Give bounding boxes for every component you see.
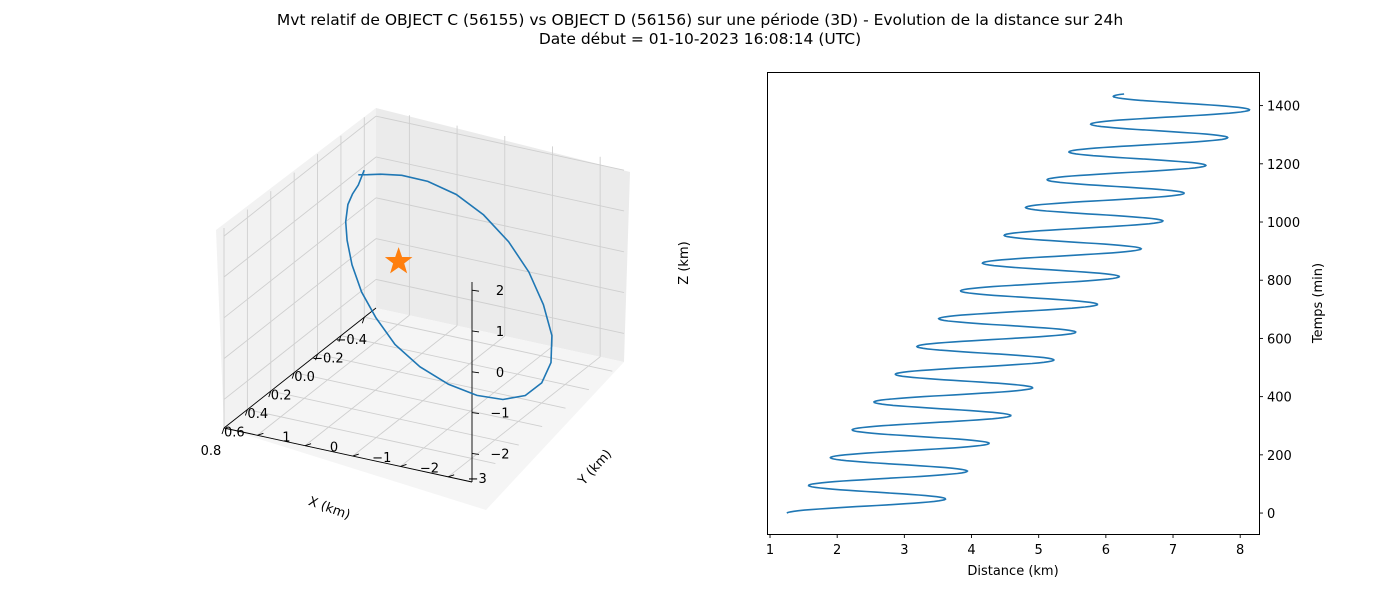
grid-line	[294, 372, 543, 428]
z-tick-label: −2	[490, 447, 509, 462]
y-tick-label-2d: 1400	[1267, 100, 1300, 115]
grid-line	[375, 156, 625, 212]
z-axis-label: Z (km)	[677, 241, 692, 284]
star-marker	[384, 247, 413, 274]
plot3d-panes	[216, 108, 630, 510]
grid-line	[400, 346, 553, 467]
y-axis-line	[223, 427, 473, 483]
figure-title: Mvt relatif de OBJECT C (56155) vs OBJEC…	[277, 11, 1123, 29]
x-tick-label-2d: 5	[1035, 543, 1043, 558]
x-ticks-2d: 1 2 3 4 5 6 7 8	[766, 534, 1244, 558]
series-3d-line	[344, 169, 553, 401]
x-tick-mark	[244, 409, 248, 416]
y-tick-label-2d: 800	[1267, 274, 1292, 289]
x-tick-mark	[361, 317, 365, 324]
y-tick-label: −3	[468, 472, 487, 487]
z-tick-mark	[471, 412, 480, 415]
x-tick-label-2d: 6	[1102, 543, 1110, 558]
y-tick-mark	[352, 453, 359, 457]
x-tick-label-2d: 8	[1236, 543, 1244, 558]
grid-line	[317, 353, 566, 409]
grid-line	[223, 115, 377, 237]
x-tick-label: 0.4	[247, 407, 268, 422]
z-tick-mark	[471, 371, 480, 374]
x-ticks: −0.4 −0.2 0.00.20.40.60.8	[201, 317, 367, 459]
grid-line	[375, 115, 625, 171]
y-tick-label: 1	[282, 430, 290, 445]
y-tick-label-2d: 400	[1267, 391, 1292, 406]
x-tick-label: −0.4	[336, 333, 368, 348]
z-tick-mark	[471, 289, 480, 292]
y-ticks: −3 −2 −1 0 1	[257, 430, 487, 487]
x-tick-label-2d: 3	[900, 543, 908, 558]
grid-line	[223, 279, 377, 400]
x-tick-label: 0.8	[201, 444, 222, 459]
x-tick-mark	[338, 335, 342, 342]
x-axis-label: X (km)	[306, 494, 352, 523]
z-tick-label: 0	[496, 366, 504, 381]
grid-line	[257, 314, 410, 436]
z-tick-mark	[471, 330, 480, 333]
plot3d: −0.4−0.20.00.20.40.60.8 −3−2−101 −2−1012…	[201, 108, 692, 523]
grid-line	[270, 390, 519, 446]
z-ticks: −2 −1 0 1 2	[471, 284, 510, 462]
grid-line	[375, 238, 625, 294]
figure-subtitle: Date début = 01-10-2023 16:08:14 (UTC)	[539, 30, 861, 48]
z-tick-label: −1	[490, 407, 509, 422]
z-tick-label: 2	[496, 284, 504, 299]
grid-line	[304, 325, 458, 447]
plot2d-frame	[767, 72, 1260, 535]
x-tick-label-2d: 1	[766, 543, 774, 558]
x-tick-label: 0.2	[271, 389, 292, 404]
x-tick-label-2d: 7	[1169, 543, 1177, 558]
grid-line	[247, 409, 496, 464]
x-tick-mark	[315, 354, 318, 361]
y-tick-label-2d: 0	[1267, 507, 1275, 522]
x-axis-line	[223, 307, 377, 429]
y-tick-mark	[257, 432, 264, 436]
x-axis-label-2d: Distance (km)	[967, 564, 1058, 579]
grid-line	[223, 197, 377, 319]
x-tick-mark	[291, 372, 295, 379]
x-tick-label: −0.2	[312, 352, 344, 367]
x-tick-label-2d: 2	[833, 543, 841, 558]
y-axis-label: Y (km)	[575, 447, 615, 489]
y-ticks-2d: 0 200 400 600 800 1000 1200 1400	[1259, 100, 1300, 522]
y-tick-label-2d: 1200	[1267, 158, 1300, 173]
grid-line	[375, 278, 625, 334]
y-tick-label: −1	[372, 451, 391, 466]
x-tick-label-2d: 4	[967, 543, 975, 558]
y-axis-label-2d: Temps (min)	[1311, 263, 1326, 344]
y-tick-mark	[400, 463, 407, 467]
z-tick-label: 1	[496, 325, 504, 340]
grid-line	[340, 335, 590, 391]
grid-line	[364, 316, 613, 372]
y-tick-label: −2	[420, 461, 439, 476]
plot2d: 1 2 3 4 5 6 7 8 0 200 400 600 800 1000 1200 1400 Dista…	[766, 72, 1326, 579]
x-tick-label: 0.6	[224, 426, 245, 441]
grid-line	[447, 356, 601, 478]
pane-floor	[224, 308, 624, 510]
plot3d-grid	[223, 115, 625, 483]
y-tick-label-2d: 200	[1267, 449, 1292, 464]
y-tick-label-2d: 600	[1267, 332, 1292, 347]
x-tick-mark	[221, 427, 225, 435]
series-2d-line	[786, 93, 1251, 514]
y-tick-label: 0	[330, 441, 338, 456]
grid-line	[223, 156, 377, 278]
y-tick-mark	[448, 474, 455, 478]
grid-line	[375, 197, 625, 253]
y-tick-label-2d: 1000	[1267, 216, 1300, 231]
x-tick-label: 0.0	[294, 370, 315, 385]
z-tick-mark	[471, 452, 480, 455]
grid-line	[352, 335, 506, 457]
y-tick-mark	[304, 443, 312, 447]
plot3d-axes	[223, 282, 473, 483]
x-tick-mark	[268, 390, 272, 398]
